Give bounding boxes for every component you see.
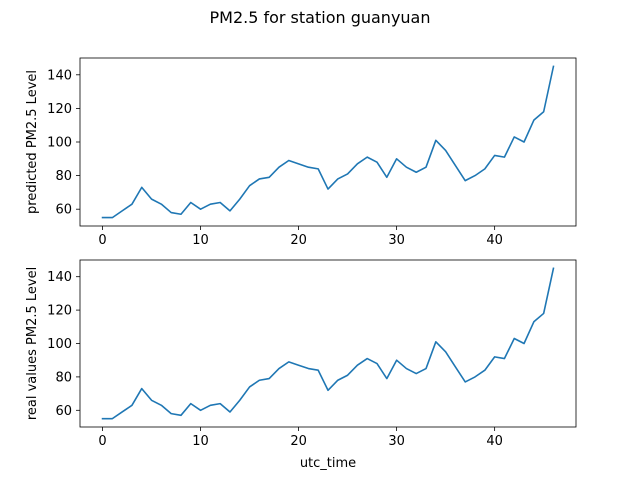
x-tick-label: 40: [486, 434, 503, 449]
y-tick-label: 60: [55, 203, 72, 218]
x-tick-label: 0: [98, 434, 106, 449]
y-tick-label: 120: [47, 102, 72, 117]
series-line: [101, 267, 555, 420]
y-tick-label: 80: [55, 169, 72, 184]
x-tick-label: 0: [98, 233, 106, 248]
y-axis-label: real values PM2.5 Level: [25, 267, 40, 420]
y-tick-label: 100: [47, 337, 72, 352]
y-tick-label: 80: [55, 370, 72, 385]
subplot-2: 0 10 20 30 40 60 80 100 120 140 real values PM2.5 …: [25, 259, 577, 471]
x-tick-label: 30: [388, 233, 405, 248]
y-tick-label: 140: [47, 270, 72, 285]
y-axis-label: predicted PM2.5 Level: [25, 70, 40, 214]
subplot-1: 0 10 20 30 40 60 80 100 120 140 predicted PM2.5 Le…: [25, 57, 577, 248]
y-tick-label: 120: [47, 304, 72, 319]
x-tick-label: 30: [388, 434, 405, 449]
series-line: [101, 65, 555, 219]
y-tick-label: 100: [47, 136, 72, 151]
x-tick-label: 20: [290, 434, 307, 449]
y-tick-label: 140: [47, 68, 72, 83]
x-tick-label: 10: [192, 233, 209, 248]
figure-title: PM2.5 for station guanyuan: [209, 8, 430, 27]
x-axis-label: utc_time: [300, 456, 356, 471]
x-tick-label: 20: [290, 233, 307, 248]
y-tick-label: 60: [55, 404, 72, 419]
x-tick-label: 10: [192, 434, 209, 449]
x-tick-label: 40: [486, 233, 503, 248]
